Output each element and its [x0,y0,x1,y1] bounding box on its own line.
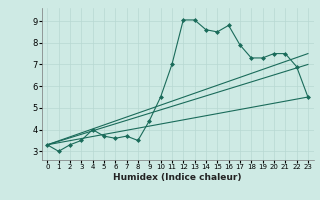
X-axis label: Humidex (Indice chaleur): Humidex (Indice chaleur) [113,173,242,182]
